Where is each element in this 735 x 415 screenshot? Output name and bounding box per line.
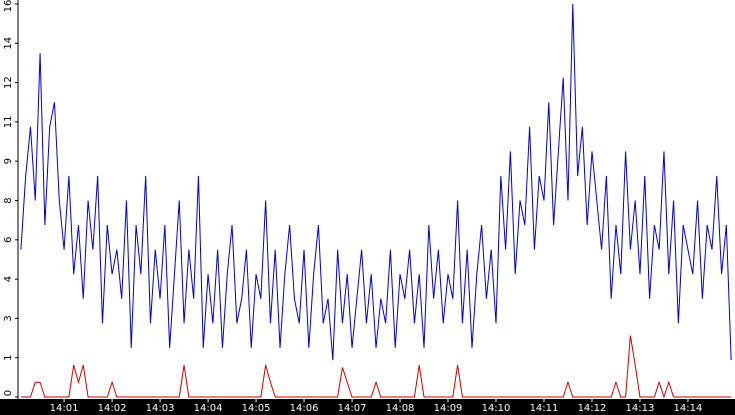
y-tick-label: 9 xyxy=(3,158,14,164)
y-tick-label: 8 xyxy=(3,197,14,203)
x-tick-label: 14:07 xyxy=(338,403,367,414)
y-tick-label: 4 xyxy=(3,276,14,282)
x-tick-label: 14:05 xyxy=(242,403,271,414)
series-line xyxy=(20,335,732,399)
x-tick-label: 14:12 xyxy=(578,403,607,414)
x-tick-label: 14:10 xyxy=(482,403,511,414)
y-tick-label: 3 xyxy=(3,315,14,321)
y-tick-label: 0 xyxy=(3,390,14,396)
x-tick-label: 14:13 xyxy=(626,403,655,414)
y-tick-label: 14 xyxy=(3,37,14,50)
y-tick-label: 11 xyxy=(3,116,14,129)
y-tick-label: 16 xyxy=(3,0,14,12)
x-tick-label: 14:02 xyxy=(98,403,127,414)
x-tick-label: 14:01 xyxy=(50,403,79,414)
y-tick-label: 6 xyxy=(3,237,14,243)
x-tick-label: 14:03 xyxy=(146,403,175,414)
y-tick-label: 1 xyxy=(3,355,14,361)
series-line xyxy=(20,3,732,361)
x-tick-label: 14:06 xyxy=(290,403,319,414)
x-tick-label: 14:04 xyxy=(194,403,223,414)
x-tick-label: 14:14 xyxy=(674,403,703,414)
x-tick-label: 14:09 xyxy=(434,403,463,414)
x-axis-band xyxy=(0,399,735,415)
x-tick-label: 14:11 xyxy=(530,403,559,414)
x-tick-label: 14:08 xyxy=(386,403,415,414)
y-tick-label: 12 xyxy=(3,76,14,89)
